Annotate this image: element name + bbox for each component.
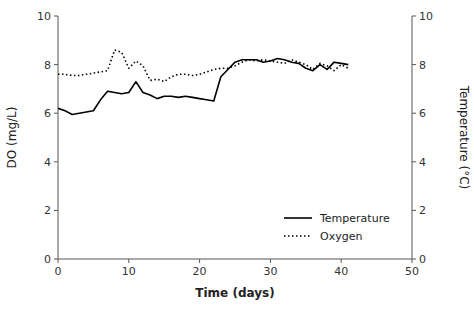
y-tick — [54, 16, 58, 17]
legend-swatch — [284, 235, 312, 237]
y-tick-label: 8 — [44, 59, 51, 72]
y2-tick-label: 2 — [419, 204, 426, 217]
y-tick — [54, 113, 58, 114]
y-axis-line — [58, 16, 59, 259]
y-tick-label: 4 — [44, 156, 51, 169]
x-axis-label: Time (days) — [195, 286, 274, 300]
y2-axis-line — [412, 16, 413, 259]
y2-tick-label: 8 — [419, 59, 426, 72]
x-tick-label: 30 — [263, 265, 277, 278]
plot-area — [58, 50, 348, 114]
x-tick — [341, 259, 342, 263]
x-tick — [128, 259, 129, 263]
y-tick-label: 0 — [44, 253, 51, 266]
y-tick — [54, 259, 58, 260]
y2-axis-label: Temperature (°C) — [457, 85, 471, 190]
x-tick — [270, 259, 271, 263]
y-tick — [54, 161, 58, 162]
y2-tick-label: 6 — [419, 107, 426, 120]
y2-tick-label: 10 — [419, 10, 433, 23]
x-tick-label: 50 — [405, 265, 419, 278]
y2-tick — [412, 210, 416, 211]
legend-swatch — [284, 217, 312, 219]
chart: 0102030405002468100246810Time (days)DO (… — [0, 0, 474, 309]
x-tick-label: 40 — [334, 265, 348, 278]
y2-tick-label: 4 — [419, 156, 426, 169]
x-axis-line — [58, 259, 412, 260]
x-tick — [199, 259, 200, 263]
y2-tick — [412, 161, 416, 162]
y2-tick — [412, 16, 416, 17]
y-tick-label: 2 — [44, 204, 51, 217]
y-tick-label: 6 — [44, 107, 51, 120]
x-tick-label: 0 — [55, 265, 62, 278]
y-tick — [54, 64, 58, 65]
x-tick — [412, 259, 413, 263]
x-tick-label: 20 — [193, 265, 207, 278]
y2-tick — [412, 64, 416, 65]
x-tick — [58, 259, 59, 263]
y2-tick — [412, 259, 416, 260]
legend-label: Temperature — [319, 212, 390, 225]
legend-label: Oxygen — [320, 230, 362, 243]
series-line — [58, 59, 348, 115]
y-axis-label: DO (mg/L) — [5, 107, 19, 169]
y-tick-label: 10 — [37, 10, 51, 23]
legend: Temperature Oxygen — [284, 212, 390, 243]
y2-tick-label: 0 — [419, 253, 426, 266]
y2-tick — [412, 113, 416, 114]
x-tick-label: 10 — [122, 265, 136, 278]
series-line — [58, 50, 348, 82]
y-tick — [54, 210, 58, 211]
